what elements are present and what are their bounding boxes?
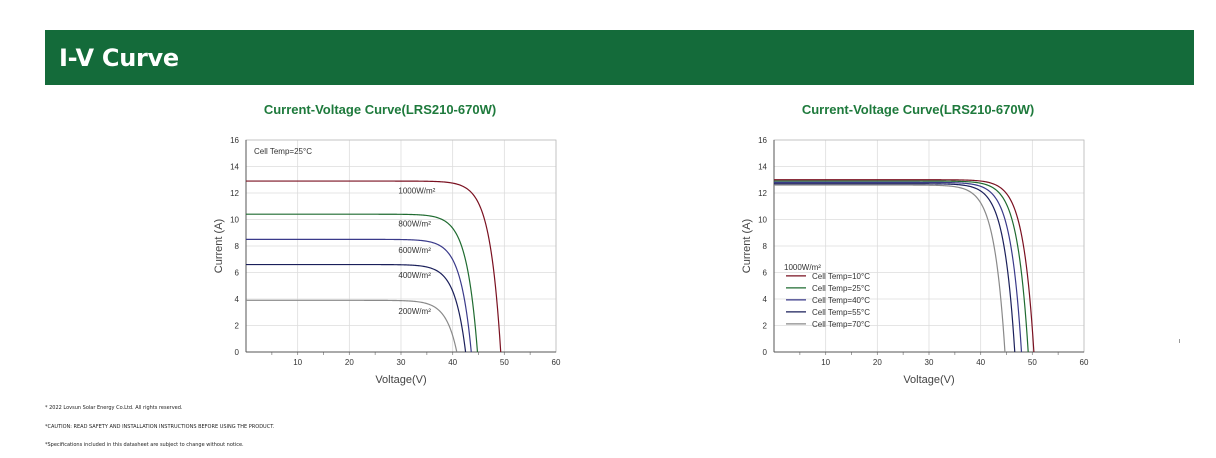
y-tick-label: 8 bbox=[235, 242, 240, 251]
x-tick-label: 60 bbox=[552, 358, 561, 367]
series-label-2: 600W/m² bbox=[398, 246, 431, 255]
footnote-caution: *CAUTION: READ SAFETY AND INSTALLATION I… bbox=[45, 424, 275, 430]
page-title: I-V Curve bbox=[59, 43, 179, 72]
y-tick-label: 0 bbox=[763, 348, 768, 357]
series-line-4 bbox=[774, 184, 1006, 353]
series-line-3 bbox=[774, 183, 1016, 353]
chart-title-left: Current-Voltage Curve(LRS210-670W) bbox=[263, 102, 497, 117]
y-tick-label: 10 bbox=[758, 216, 767, 225]
y-tick-label: 2 bbox=[763, 322, 768, 331]
legend-title: 1000W/m² bbox=[784, 263, 821, 272]
series-line-0 bbox=[774, 179, 1035, 353]
series-label-0: 1000W/m² bbox=[398, 186, 435, 195]
y-tick-label: 12 bbox=[758, 189, 767, 198]
legend-label-2: Cell Temp=40°C bbox=[812, 296, 870, 305]
y-tick-label: 4 bbox=[235, 295, 240, 304]
iv-chart-irradiance: 0 2 4 6 8 10 12 14 16 10 20 30 40 50 60 Voltage(V) Curre… bbox=[213, 136, 561, 386]
chart-title-right: Current-Voltage Curve(LRS210-670W) bbox=[801, 102, 1035, 117]
footnote-specifications: *Specifications included in this datashe… bbox=[45, 442, 244, 448]
y-tick-label: 14 bbox=[230, 163, 239, 172]
header-banner: I-V Curve bbox=[45, 30, 1194, 85]
legend-label-1: Cell Temp=25°C bbox=[812, 284, 870, 293]
y-tick-label: 12 bbox=[230, 189, 239, 198]
x-tick-label: 50 bbox=[500, 358, 509, 367]
annotation-text: Cell Temp=25°C bbox=[254, 147, 312, 156]
x-tick-label: 20 bbox=[345, 358, 354, 367]
series-label-4: 200W/m² bbox=[398, 307, 431, 316]
y-axis-label: Current (A) bbox=[213, 219, 225, 273]
series-line-2 bbox=[774, 181, 1023, 353]
series-line-3 bbox=[246, 263, 467, 353]
y-tick-label: 10 bbox=[230, 216, 239, 225]
x-tick-label: 30 bbox=[397, 358, 406, 367]
x-tick-label: 40 bbox=[448, 358, 457, 367]
y-tick-label: 4 bbox=[763, 295, 768, 304]
x-axis-label: Voltage(V) bbox=[375, 374, 426, 386]
y-tick-label: 2 bbox=[235, 322, 240, 331]
y-tick-label: 16 bbox=[230, 136, 239, 145]
x-axis-label: Voltage(V) bbox=[903, 374, 954, 386]
x-tick-label: 20 bbox=[873, 358, 882, 367]
x-tick-label: 10 bbox=[293, 358, 302, 367]
y-axis-label: Current (A) bbox=[741, 219, 753, 273]
edge-mark bbox=[1179, 339, 1180, 343]
x-tick-label: 30 bbox=[925, 358, 934, 367]
y-tick-label: 6 bbox=[235, 269, 240, 278]
y-tick-label: 0 bbox=[235, 348, 240, 357]
y-tick-label: 14 bbox=[758, 163, 767, 172]
x-tick-label: 10 bbox=[821, 358, 830, 367]
x-tick-label: 40 bbox=[976, 358, 985, 367]
y-tick-label: 8 bbox=[763, 242, 768, 251]
legend-label-3: Cell Temp=55°C bbox=[812, 308, 870, 317]
series-line-4 bbox=[245, 299, 458, 353]
footnote-copyright: * 2022 Lovsun Solar Energy Co.Ltd. All r… bbox=[45, 405, 183, 411]
legend-label-0: Cell Temp=10°C bbox=[812, 272, 870, 281]
y-tick-label: 6 bbox=[763, 269, 768, 278]
series-label-1: 800W/m² bbox=[398, 219, 431, 228]
series-line-1 bbox=[246, 213, 479, 353]
series-line-0 bbox=[245, 180, 502, 353]
series-line-2 bbox=[246, 238, 472, 353]
series-line-1 bbox=[773, 180, 1029, 353]
series-label-3: 400W/m² bbox=[398, 271, 431, 280]
y-tick-label: 16 bbox=[758, 136, 767, 145]
iv-chart-temperature: 0 2 4 6 8 10 12 14 16 10 20 30 40 50 60 Voltage(V) Curre… bbox=[741, 136, 1089, 386]
x-tick-label: 60 bbox=[1080, 358, 1089, 367]
legend-label-4: Cell Temp=70°C bbox=[812, 320, 870, 329]
x-tick-label: 50 bbox=[1028, 358, 1037, 367]
